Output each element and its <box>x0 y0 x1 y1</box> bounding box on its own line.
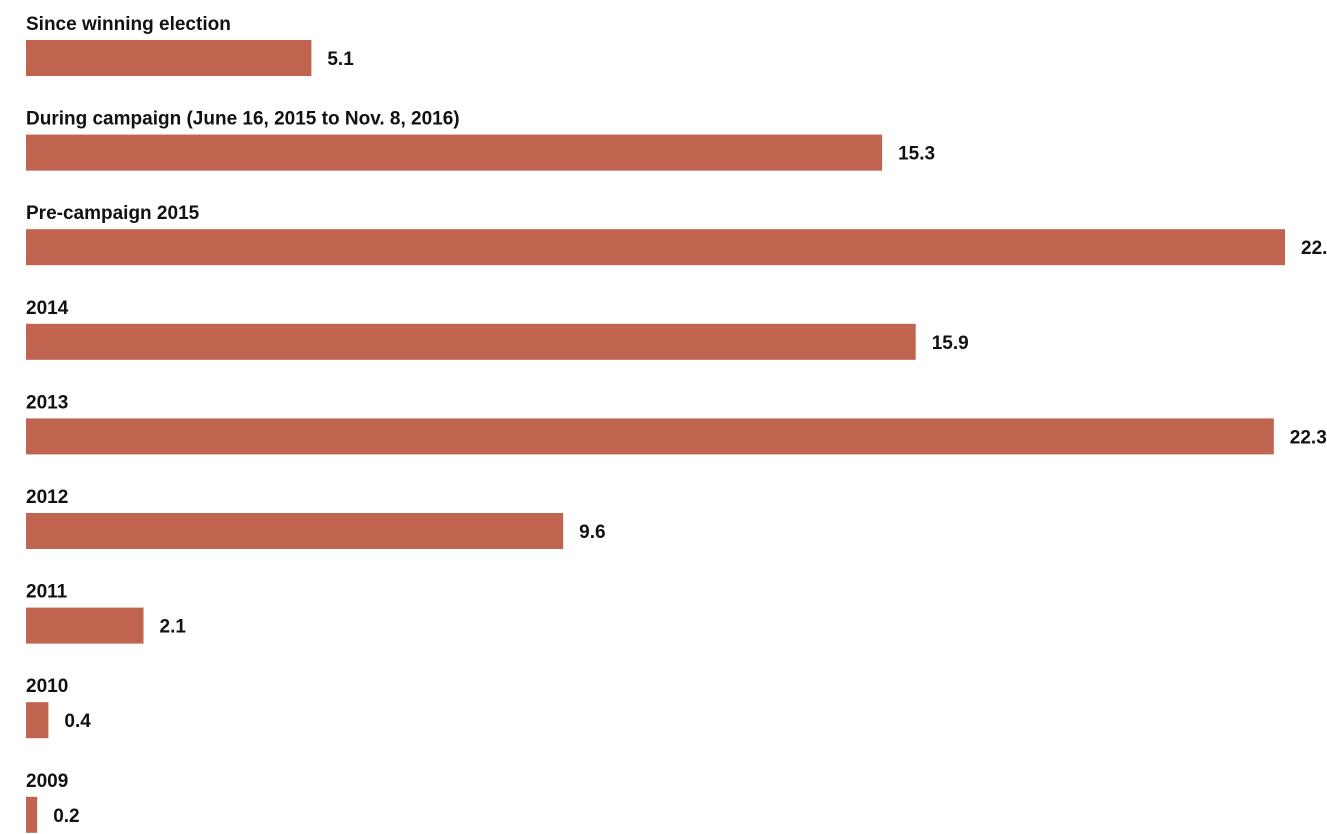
category-label: 2013 <box>26 392 68 413</box>
value-label: 15.9 <box>932 333 969 354</box>
category-label: 2014 <box>26 298 69 319</box>
value-label: 0.4 <box>64 711 91 732</box>
category-label: 2011 <box>26 582 68 603</box>
value-label: 15.3 <box>898 144 935 165</box>
value-label: 5.1 <box>327 49 354 70</box>
value-label: 0.2 <box>53 806 79 827</box>
bar <box>26 40 312 76</box>
bar <box>26 702 49 739</box>
category-label: Since winning election <box>26 14 231 35</box>
category-label: During campaign (June 16, 2015 to Nov. 8… <box>26 109 460 130</box>
bar <box>26 418 1274 455</box>
value-label: 22.3 <box>1290 427 1327 448</box>
bar <box>26 229 1285 266</box>
value-label: 22.5 <box>1301 238 1327 259</box>
category-label: 2009 <box>26 771 68 792</box>
category-label: 2010 <box>26 676 68 697</box>
bar <box>26 134 883 171</box>
bar <box>26 607 144 644</box>
value-label: 9.6 <box>579 522 605 543</box>
bar <box>26 796 38 833</box>
bar <box>26 323 916 360</box>
value-label: 2.1 <box>160 617 187 638</box>
category-label: 2012 <box>26 487 68 508</box>
category-label: Pre-campaign 2015 <box>26 203 200 224</box>
bar <box>26 513 564 549</box>
